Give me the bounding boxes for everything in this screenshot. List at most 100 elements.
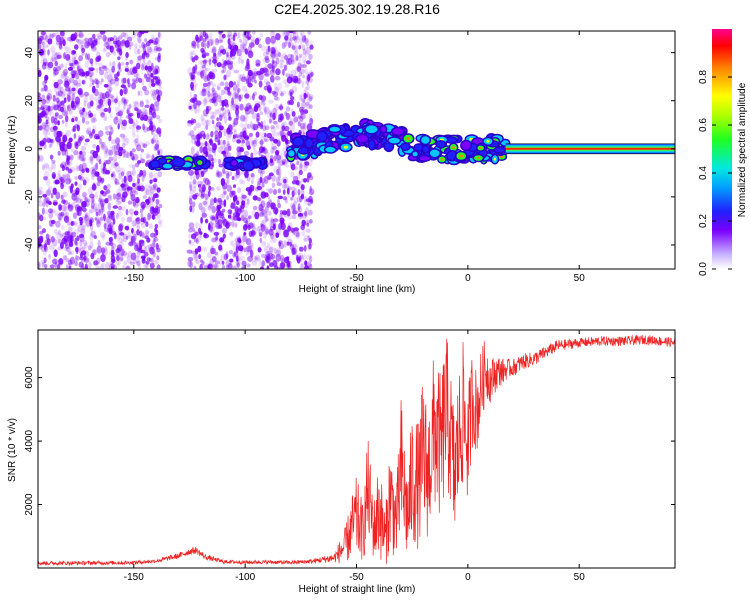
spectrogram-noise-point: [270, 75, 275, 83]
spectrogram-noise-point: [99, 31, 106, 35]
y-tick-label: -40: [24, 237, 35, 252]
spectrogram-noise-point: [260, 170, 263, 178]
spectrogram-noise-point: [78, 55, 83, 62]
spectrogram-noise-point: [115, 196, 119, 203]
spectrogram-noise-point: [111, 258, 116, 264]
spectrogram-noise-point: [153, 68, 158, 75]
spectrogram-noise-point: [237, 187, 242, 194]
spectrogram-noise-point: [255, 131, 260, 138]
spectrogram-noise-point: [249, 132, 253, 137]
spectrogram-noise-point: [213, 231, 220, 236]
spectrogram-noise-point: [132, 178, 136, 185]
spectrogram-noise-point: [117, 110, 124, 117]
spectrogram-feature-core: [343, 145, 348, 149]
spectrogram-noise-point: [302, 98, 306, 104]
spectrogram-noise-point: [220, 63, 225, 68]
spectrogram-noise-point: [306, 60, 311, 65]
spectrogram-noise-point: [273, 49, 279, 58]
spectrogram-noise-point: [256, 117, 260, 123]
spectrogram-noise-point: [120, 97, 126, 104]
spectrogram-noise-point: [76, 195, 82, 200]
spectrogram-noise-point: [200, 114, 205, 121]
spectrogram-noise-point: [96, 83, 100, 89]
spectrogram-noise-point: [57, 104, 62, 112]
x-tick-label: 0: [465, 273, 471, 284]
spectrogram-noise-point: [224, 178, 229, 186]
spectrogram-noise-point: [48, 244, 54, 250]
spectrogram-noise-point: [85, 70, 90, 77]
spectrogram-noise-point: [151, 82, 156, 87]
spectrogram-noise-point: [145, 52, 150, 58]
spectrogram-noise-point: [223, 199, 227, 208]
spectrogram-noise-point: [98, 66, 102, 71]
spectrogram-noise-point: [271, 182, 276, 189]
spectrogram-noise-point: [243, 247, 247, 253]
spectrogram-noise-point: [129, 59, 134, 65]
spectrogram-noise-point: [39, 124, 46, 131]
spectrogram-noise-point: [238, 53, 243, 60]
spectrogram-noise-point: [210, 186, 215, 191]
spectrogram-noise-point: [139, 90, 143, 97]
spectrogram-noise-point: [293, 78, 299, 84]
spectrogram-noise-point: [106, 189, 111, 194]
spectrogram-noise-point: [301, 189, 305, 197]
spectrogram-noise-point: [77, 224, 83, 232]
spectrogram-noise-point: [270, 53, 275, 60]
spectrogram-noise-point: [89, 240, 94, 249]
spectrogram-noise-point: [121, 250, 128, 257]
spectrogram-noise-point: [60, 211, 65, 217]
spectrogram-noise-point: [292, 215, 297, 220]
spectrogram-noise-point: [288, 89, 295, 95]
spectrogram-noise-point: [258, 228, 263, 237]
chart-title: C2E4.2025.302.19.28.R16: [274, 1, 440, 17]
spectrogram-noise-point: [68, 137, 73, 143]
spectrogram-noise-point: [266, 174, 272, 181]
spectrogram-noise-point: [123, 99, 127, 105]
spectrogram-noise-point: [279, 103, 283, 111]
spectrogram-noise-point: [283, 240, 287, 248]
spectrogram-noise-point: [305, 228, 311, 233]
spectrogram-noise-point: [76, 100, 80, 107]
spectrogram-noise-point: [71, 87, 76, 92]
spectrogram-noise-point: [304, 210, 308, 217]
spectrogram-noise-point: [210, 56, 214, 61]
spectrogram-noise-point: [244, 93, 250, 99]
spectrogram-noise-point: [94, 191, 99, 200]
spectrogram-noise-point: [244, 48, 248, 55]
spectrogram-noise-point: [81, 207, 88, 212]
spectrogram-noise-point: [222, 139, 226, 145]
spectrogram-noise-point: [78, 59, 81, 67]
spectrogram-noise-point: [141, 63, 144, 71]
spectrogram-noise-point: [142, 62, 148, 70]
spectrogram-noise-point: [282, 196, 287, 201]
spectrogram-noise-point: [305, 102, 310, 106]
spectrogram-noise-point: [108, 82, 113, 87]
spectrogram-noise-point: [39, 140, 45, 147]
spectrogram-noise-point: [68, 265, 72, 269]
spectrogram-noise-point: [70, 250, 75, 256]
spectrogram-noise-point: [99, 193, 102, 202]
spectrogram-noise-point: [123, 105, 126, 110]
spectrogram-noise-point: [50, 139, 55, 144]
spectrogram-noise-point: [152, 132, 156, 139]
spectrogram-noise-point: [108, 227, 113, 235]
spectrogram-noise-point: [301, 254, 307, 261]
spectrogram-noise-point: [81, 201, 87, 208]
spectrogram-noise-point: [109, 78, 116, 85]
spectrogram-noise-point: [107, 98, 112, 107]
spectrogram-noise-point: [147, 116, 153, 121]
spectrogram-noise-point: [307, 209, 313, 216]
spectrogram-noise-point: [258, 151, 263, 158]
spectrogram-noise-point: [306, 104, 311, 109]
spectrogram-noise-point: [64, 160, 69, 168]
spectrogram-noise-point: [205, 133, 210, 140]
spectrogram-noise-point: [100, 263, 104, 269]
spectrogram-noise-point: [152, 251, 156, 258]
spectrogram-noise-point: [252, 140, 257, 145]
spectrogram-noise-point: [260, 120, 264, 128]
spectrogram-noise-point: [87, 187, 94, 195]
spectrogram-noise-point: [227, 38, 231, 45]
spectrogram-noise-point: [191, 201, 196, 208]
spectrogram-noise-point: [217, 108, 222, 115]
spectrogram-noise-point: [222, 111, 226, 119]
